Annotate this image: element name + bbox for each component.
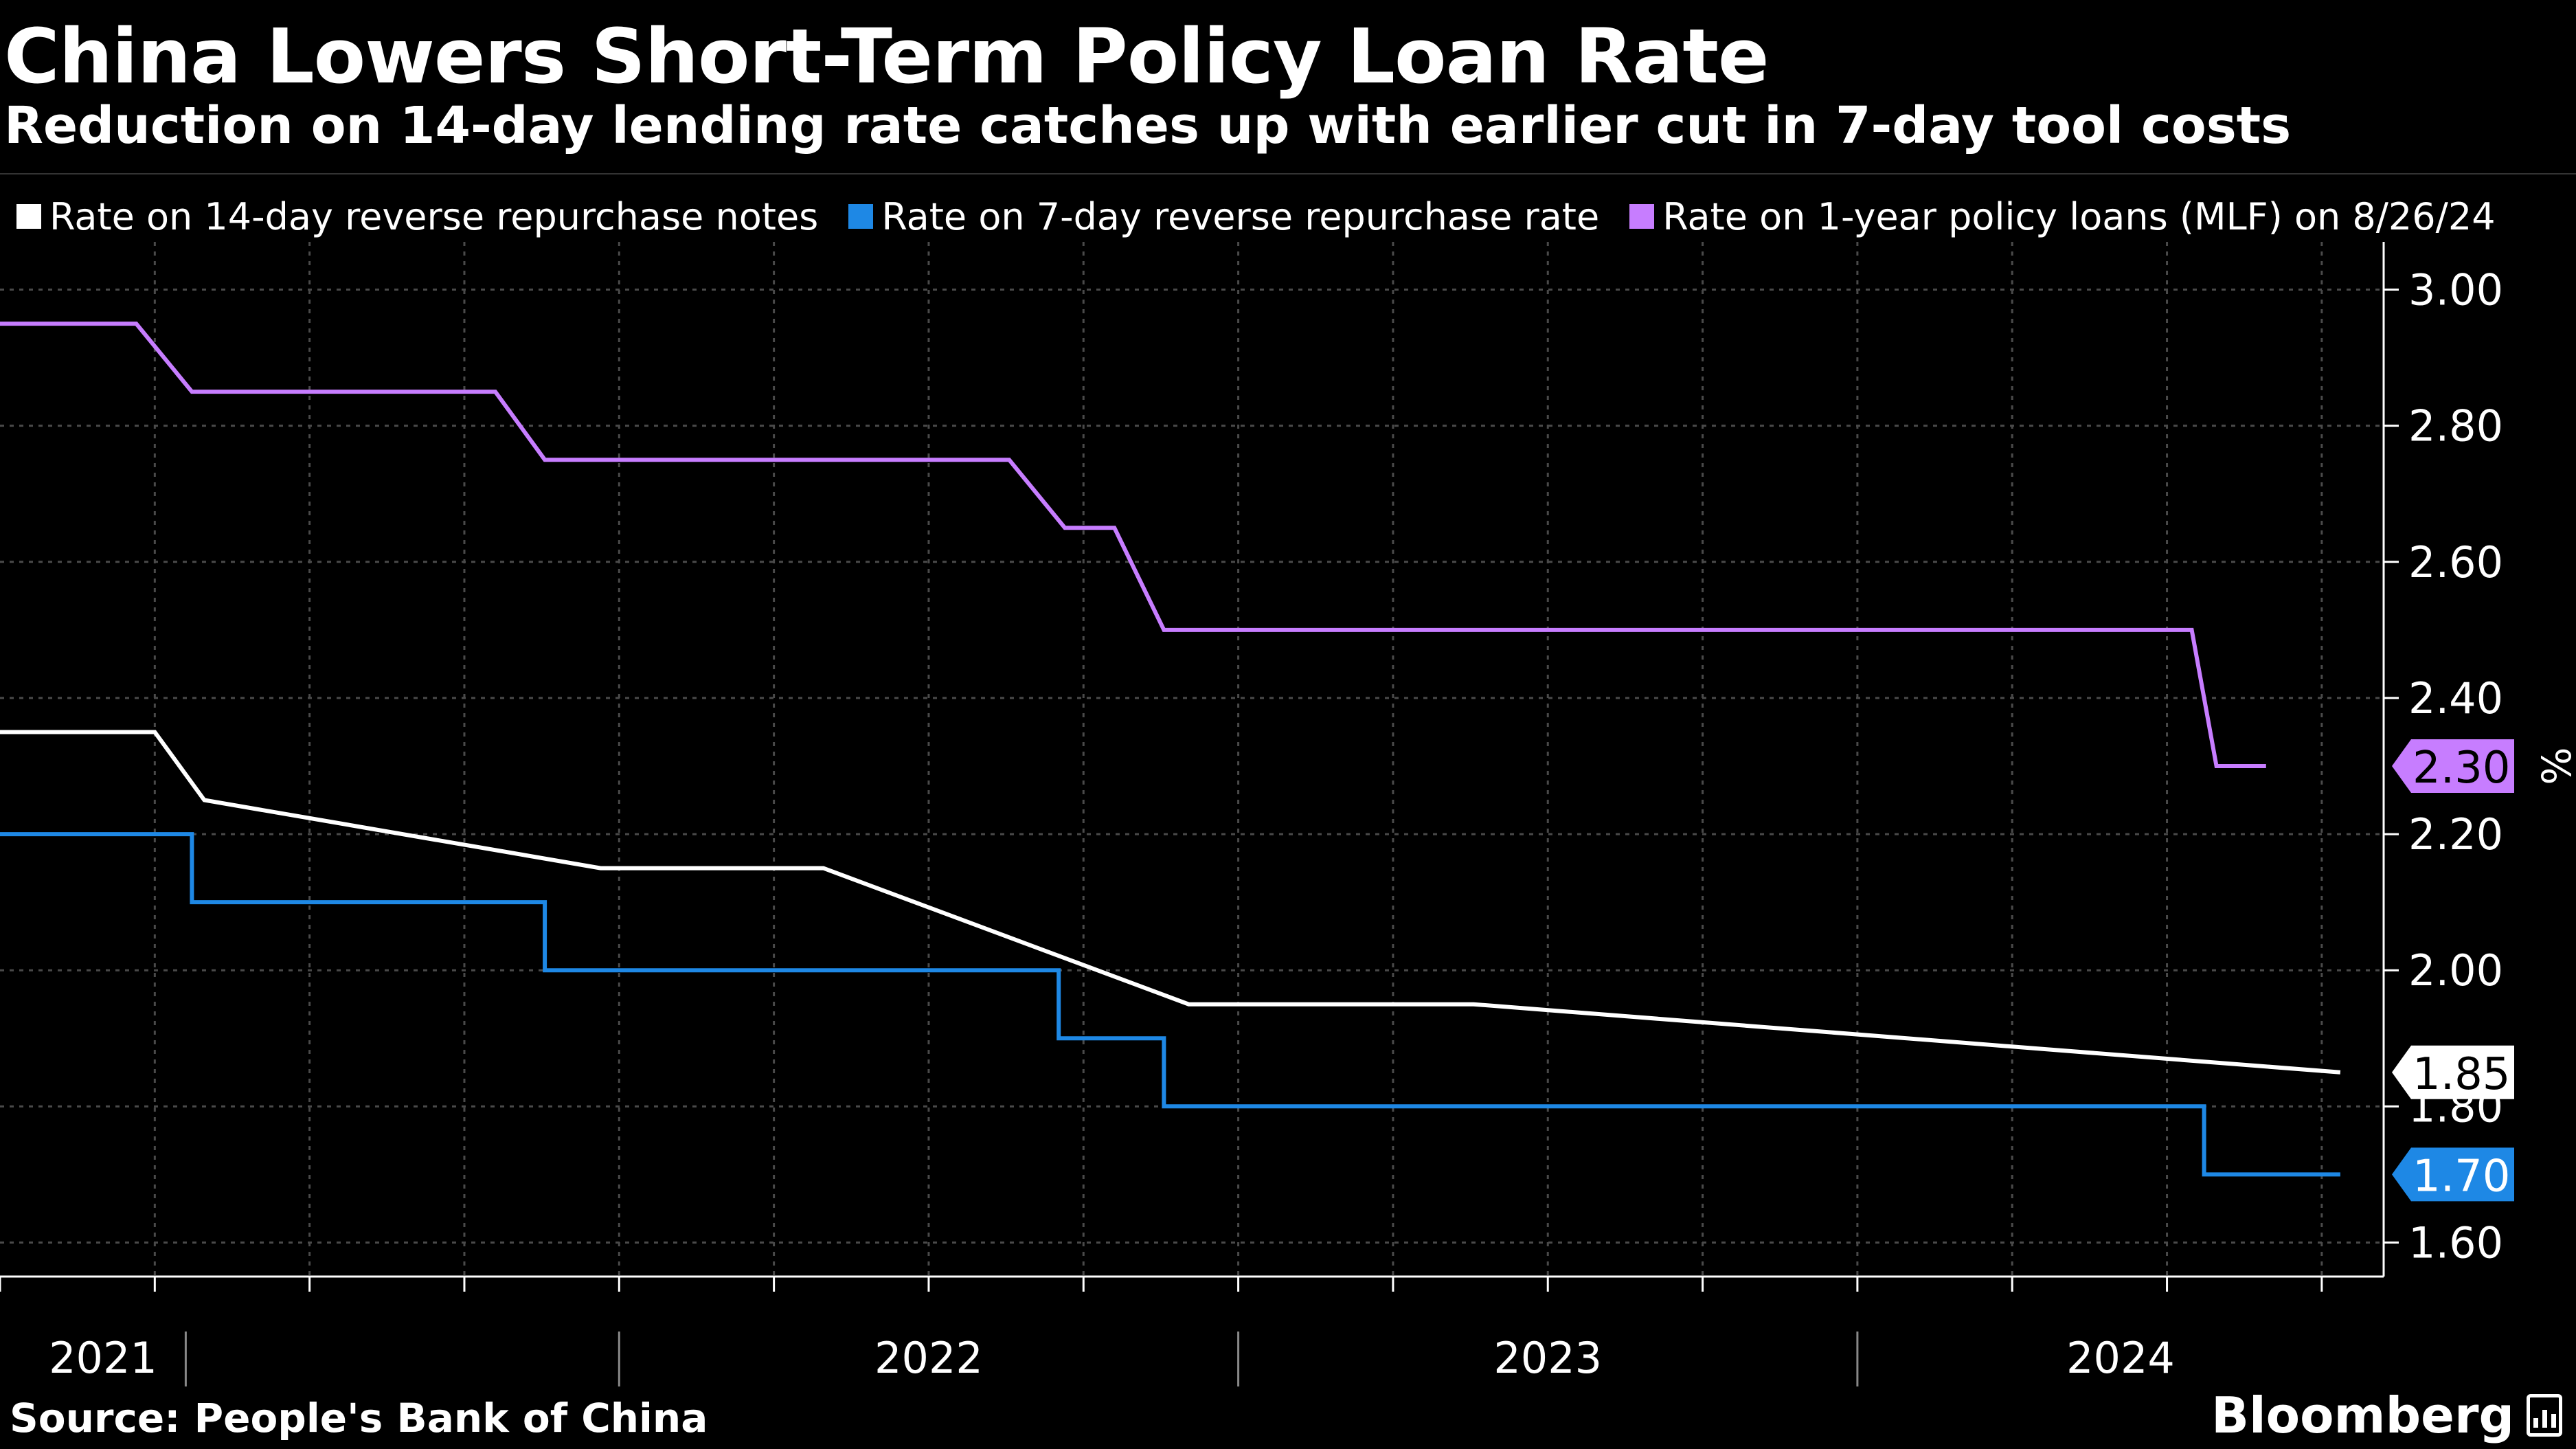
end-label-mlf: 2.30	[2413, 743, 2511, 794]
x-tick-label: 2023	[1493, 1333, 1602, 1383]
legend-swatch-mlf	[1629, 204, 1655, 229]
y-tick-label: 2.60	[2408, 537, 2503, 587]
x-tick-label: 2024	[2066, 1333, 2175, 1383]
legend-label-14-day: Rate on 14-day reverse repurchase notes	[49, 194, 819, 238]
x-tick-label: 2022	[874, 1333, 983, 1383]
chart-subtitle: Reduction on 14-day lending rate catches…	[4, 96, 2292, 155]
end-label-rate_14d: 1.85	[2413, 1049, 2511, 1100]
end-label-tag-rate_14d	[2392, 1045, 2514, 1099]
end-label-tag-mlf	[2392, 739, 2514, 793]
legend-swatch-7-day	[848, 204, 874, 229]
chart-title: China Lowers Short-Term Policy Loan Rate	[4, 12, 1770, 100]
source-note: Source: People's Bank of China	[10, 1395, 708, 1441]
series-line-mlf	[0, 322, 2266, 768]
legend-item-mlf: Rate on 1-year policy loans (MLF) on 8/2…	[1629, 194, 2496, 238]
y-tick-label: 2.80	[2408, 401, 2503, 451]
x-tick-label: 2021	[49, 1333, 157, 1383]
y-axis-unit: %	[2532, 747, 2576, 785]
legend-label-mlf: Rate on 1-year policy loans (MLF) on 8/2…	[1662, 194, 2496, 238]
bar-chart-icon	[2527, 1394, 2562, 1437]
brand-name: Bloomberg	[2211, 1386, 2514, 1444]
y-tick-label: 2.00	[2408, 945, 2503, 996]
legend-swatch-14-day	[16, 204, 41, 229]
bloomberg-logo: Bloomberg	[2211, 1386, 2562, 1444]
header-divider	[0, 173, 2576, 175]
series-line-rate_7d	[0, 832, 2340, 1177]
y-tick-label: 3.00	[2408, 265, 2503, 315]
y-tick-label: 1.60	[2408, 1217, 2503, 1268]
end-label-tag-rate_7d	[2392, 1147, 2514, 1202]
legend-item-14-day: Rate on 14-day reverse repurchase notes	[16, 195, 818, 238]
legend-label-7-day: Rate on 7-day reverse repurchase rate	[881, 194, 1600, 238]
y-tick-label: 2.40	[2408, 673, 2503, 723]
legend-item-7-day: Rate on 7-day reverse repurchase rate	[848, 195, 1599, 238]
end-label-rate_7d: 1.70	[2413, 1151, 2511, 1202]
series-line-rate_14d	[0, 730, 2341, 1075]
legend: Rate on 14-day reverse repurchase notes …	[16, 192, 2526, 240]
y-tick-label: 2.20	[2408, 809, 2503, 860]
